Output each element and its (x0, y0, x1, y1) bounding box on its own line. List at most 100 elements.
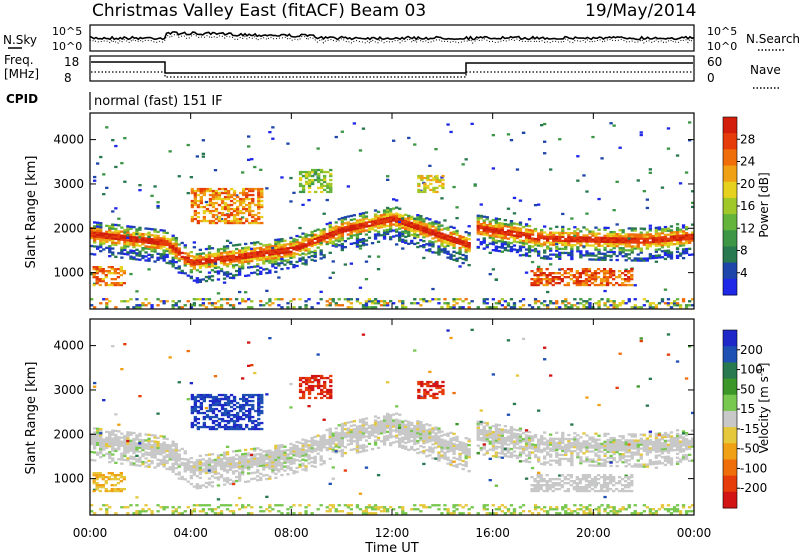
power-cell (177, 300, 181, 303)
power-cell (392, 207, 396, 210)
velocity-cell (186, 458, 190, 461)
freq-left-label-1: Freq. (4, 53, 34, 67)
power-cell (195, 281, 200, 284)
power-cell (645, 247, 650, 250)
power-cell (666, 127, 671, 130)
power-cell (537, 232, 541, 235)
velocity-cell (102, 448, 106, 451)
power-cell (688, 253, 692, 256)
velocity-cell (407, 440, 411, 443)
power-cell (93, 253, 97, 256)
power-cell (588, 304, 592, 307)
velocity-cell (222, 479, 227, 482)
velocity-cell (346, 421, 351, 424)
power-cell (600, 256, 604, 259)
power-cell (651, 242, 656, 246)
power-cell (93, 229, 97, 232)
power-cell (99, 238, 103, 241)
power-cell (434, 226, 438, 229)
power-cell (245, 209, 249, 213)
velocity-cell (449, 449, 453, 452)
velocity-cell (216, 464, 221, 467)
velocity-cell (174, 445, 178, 448)
power-cell (681, 224, 686, 227)
power-cell (93, 225, 97, 228)
velocity-cell (452, 506, 456, 509)
velocity-cell (431, 447, 435, 450)
velocity-cell (419, 427, 423, 430)
power-cell (585, 212, 589, 215)
power-cell (232, 189, 237, 193)
power-cell (256, 259, 260, 262)
power-cell (292, 242, 296, 245)
power-cell (150, 306, 154, 309)
power-cell (123, 252, 127, 256)
power-cell (317, 186, 321, 190)
power-cell (530, 260, 535, 264)
velocity-cell (404, 445, 408, 448)
velocity-cell (219, 473, 224, 477)
velocity-cell (156, 458, 160, 461)
power-cell (476, 238, 480, 241)
power-cell (500, 228, 505, 231)
velocity-cell (225, 461, 230, 464)
velocity-cell (153, 454, 157, 457)
velocity-cell (195, 463, 200, 466)
power-cell (358, 222, 363, 226)
power-cell (247, 135, 251, 138)
power-cell (455, 298, 459, 301)
power-cell (500, 238, 505, 241)
power-cell (289, 240, 293, 244)
velocity-cell (262, 462, 266, 465)
power-cell (229, 195, 234, 199)
velocity-cell (204, 485, 209, 489)
power-cell (214, 213, 219, 217)
power-cell (292, 266, 296, 269)
power-cell (349, 302, 354, 305)
power-cell (582, 254, 586, 257)
power-cell (645, 235, 650, 238)
power-cell (223, 221, 228, 225)
velocity-cell (99, 432, 103, 435)
power-cell (648, 253, 653, 256)
velocity-cell (192, 469, 197, 472)
power-cell (280, 243, 284, 247)
power-cell (286, 259, 290, 262)
velocity-cell (198, 476, 203, 479)
velocity-cell (207, 483, 212, 486)
power-cell (407, 230, 411, 233)
power-cell (334, 221, 338, 224)
power-cell (159, 241, 163, 244)
power-cell (666, 298, 671, 301)
power-cell (446, 228, 450, 231)
power-cell (413, 298, 417, 301)
velocity-cell (177, 459, 181, 462)
power-cell (99, 222, 103, 225)
velocity-cell (250, 471, 254, 475)
power-cell (379, 300, 384, 303)
power-cell (627, 278, 631, 281)
power-cell (253, 271, 257, 274)
velocity-cell (129, 433, 133, 436)
velocity-cell (174, 467, 178, 470)
power-cell (96, 225, 100, 228)
power-cell (159, 255, 163, 258)
velocity-cell (295, 440, 299, 444)
velocity-cell (174, 449, 178, 452)
power-cell (603, 226, 607, 229)
power-cell (582, 240, 586, 243)
velocity-cell (370, 448, 375, 451)
power-cell (443, 235, 447, 238)
velocity-cell (235, 479, 239, 483)
velocity-cell (283, 459, 287, 462)
velocity-cell (135, 444, 139, 447)
power-cell (561, 231, 565, 235)
power-cell (494, 233, 499, 236)
power-cell (265, 249, 269, 253)
power-cell (298, 298, 302, 301)
power-cell (434, 236, 438, 239)
velocity-cell (262, 454, 266, 457)
velocity-cell (192, 508, 197, 511)
power-cell (458, 240, 462, 244)
power-cell (307, 186, 312, 190)
